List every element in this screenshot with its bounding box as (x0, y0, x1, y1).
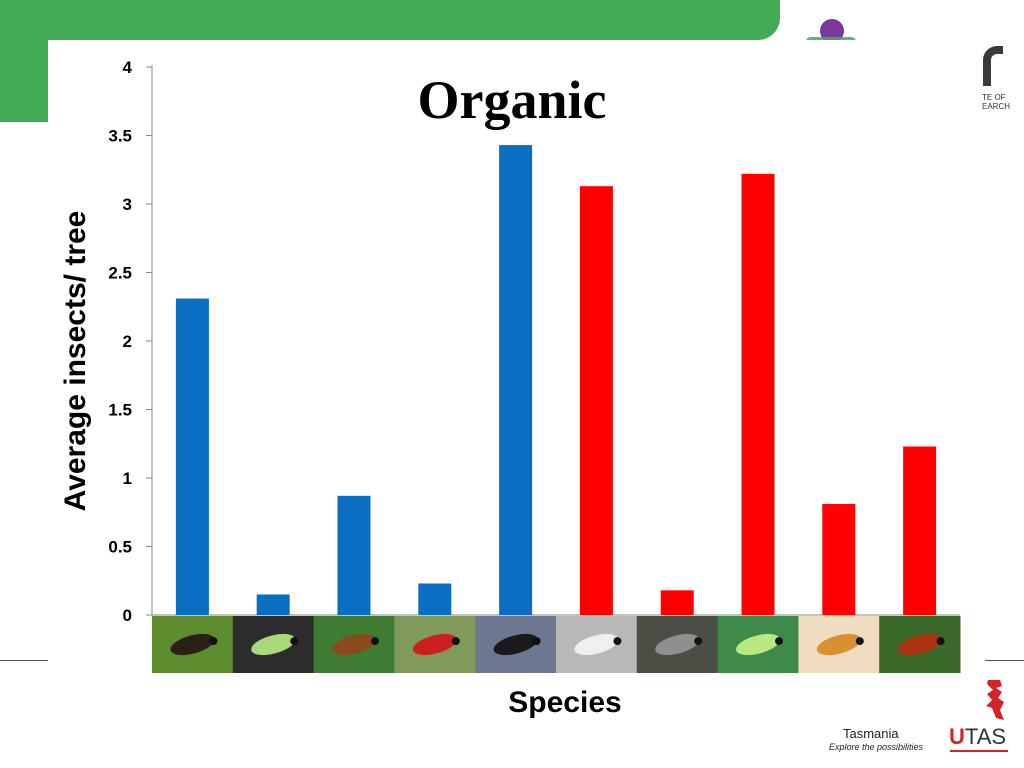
bar-7 (660, 590, 694, 615)
thrips-icon-body (816, 633, 861, 656)
leafhopper-icon-body (736, 633, 780, 656)
y-tick-label: 2 (123, 332, 132, 351)
bar-6 (579, 186, 613, 615)
chart-title: Organic (418, 70, 607, 130)
footer-rule-left (0, 660, 48, 661)
earwig-icon (152, 616, 234, 673)
hoverfly-icon-body (332, 633, 376, 656)
bar-3 (337, 495, 371, 615)
y-tick-label: 1 (123, 469, 132, 488)
utas-logo-underline (950, 750, 1008, 752)
woolly-aphid-icon-body (574, 633, 619, 656)
scale-insect-icon-body (655, 633, 700, 656)
green-banner-side (0, 0, 48, 122)
tasmania-tagline: Explore the possibilities (829, 742, 924, 752)
bar-2 (256, 594, 290, 615)
institute-logo-text-2: EARCH (982, 102, 1011, 111)
earwig-icon-head (209, 637, 218, 646)
y-tick-label: 3 (123, 195, 132, 214)
hoverfly-icon-head (371, 637, 380, 646)
y-tick-label: 0 (123, 606, 132, 625)
institute-logo-letter (983, 46, 1003, 86)
y-tick-label: 1.5 (108, 401, 132, 420)
y-tick-label: 2.5 (108, 264, 132, 283)
mite-icon-head (936, 637, 945, 646)
utas-logo-u: U (949, 724, 965, 749)
lacewing-icon-head (290, 637, 299, 646)
y-axis-title: Average insects/ tree (59, 211, 92, 512)
tasmania-logo-text: Tasmania (843, 726, 899, 741)
utas-logo-text: UTAS (949, 724, 1006, 750)
ladybird-icon-head (451, 637, 460, 646)
bar-1 (175, 298, 209, 615)
lacewing-icon (232, 616, 315, 673)
scale-insect-icon (636, 616, 719, 673)
earwig-icon-body (170, 633, 215, 656)
parasitic-wasp-icon (475, 616, 557, 673)
hoverfly-icon (313, 616, 395, 673)
bar-layer (175, 145, 937, 616)
y-tick-label: 0.5 (108, 538, 132, 557)
leafhopper-icon-head (775, 637, 784, 646)
institute-logo-text-1: TE OF (982, 93, 1006, 102)
ladybird-icon (394, 616, 476, 673)
thrips-icon-head (855, 637, 864, 646)
green-banner (0, 0, 780, 40)
utas-logo-rest: TAS (964, 724, 1007, 749)
mite-icon (879, 616, 961, 673)
y-tick-label: 4 (123, 58, 133, 77)
leafhopper-icon (717, 616, 799, 673)
woolly-aphid-icon (556, 616, 638, 673)
bar-5 (499, 145, 533, 615)
thrips-icon (798, 616, 880, 673)
bar-9 (822, 504, 856, 615)
utas-crest-icon (986, 680, 1004, 720)
parasitic-wasp-icon-head (532, 637, 541, 646)
lacewing-icon-body (251, 633, 296, 656)
bar-8 (741, 173, 775, 616)
species-image-strip (152, 616, 961, 673)
woolly-aphid-icon-head (613, 637, 622, 646)
mite-icon-body (897, 633, 942, 656)
parasitic-wasp-icon-body (493, 633, 538, 656)
y-tick-label: 3.5 (108, 127, 132, 146)
bar-4 (418, 583, 452, 615)
ladybird-icon-body (412, 633, 457, 656)
footer-rule-right (985, 660, 1024, 661)
scale-insect-icon-head (694, 637, 703, 646)
x-axis-title: Species (508, 686, 621, 719)
bar-10 (903, 446, 937, 615)
